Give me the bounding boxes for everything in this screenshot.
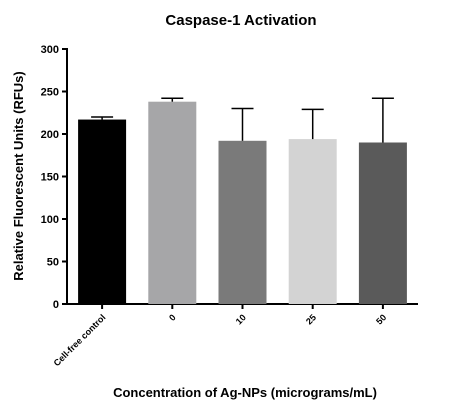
x-tick-label: 0 xyxy=(167,312,178,323)
bar xyxy=(218,140,267,304)
x-axis-title: Concentration of Ag-NPs (micrograms/mL) xyxy=(113,385,377,400)
x-tick-label: 50 xyxy=(374,312,388,326)
y-tick-label: 50 xyxy=(47,257,59,269)
bar xyxy=(148,101,197,304)
bar xyxy=(358,142,407,304)
y-tick-label: 100 xyxy=(41,214,59,226)
y-tick-label: 200 xyxy=(41,129,59,141)
x-tick-label: 10 xyxy=(234,312,248,326)
y-tick-label: 300 xyxy=(41,44,59,56)
chart-title: Caspase-1 Activation xyxy=(165,12,316,29)
y-tick-label: 150 xyxy=(41,172,59,184)
y-axis-title: Relative Fluorescent Units (RFUs) xyxy=(11,71,26,281)
y-tick-label: 0 xyxy=(53,299,59,311)
x-tick-label: Cell-free control xyxy=(52,312,108,368)
bar xyxy=(78,119,127,304)
y-tick-label: 250 xyxy=(41,87,59,99)
bar xyxy=(288,139,337,304)
x-tick-label: 25 xyxy=(304,312,318,326)
